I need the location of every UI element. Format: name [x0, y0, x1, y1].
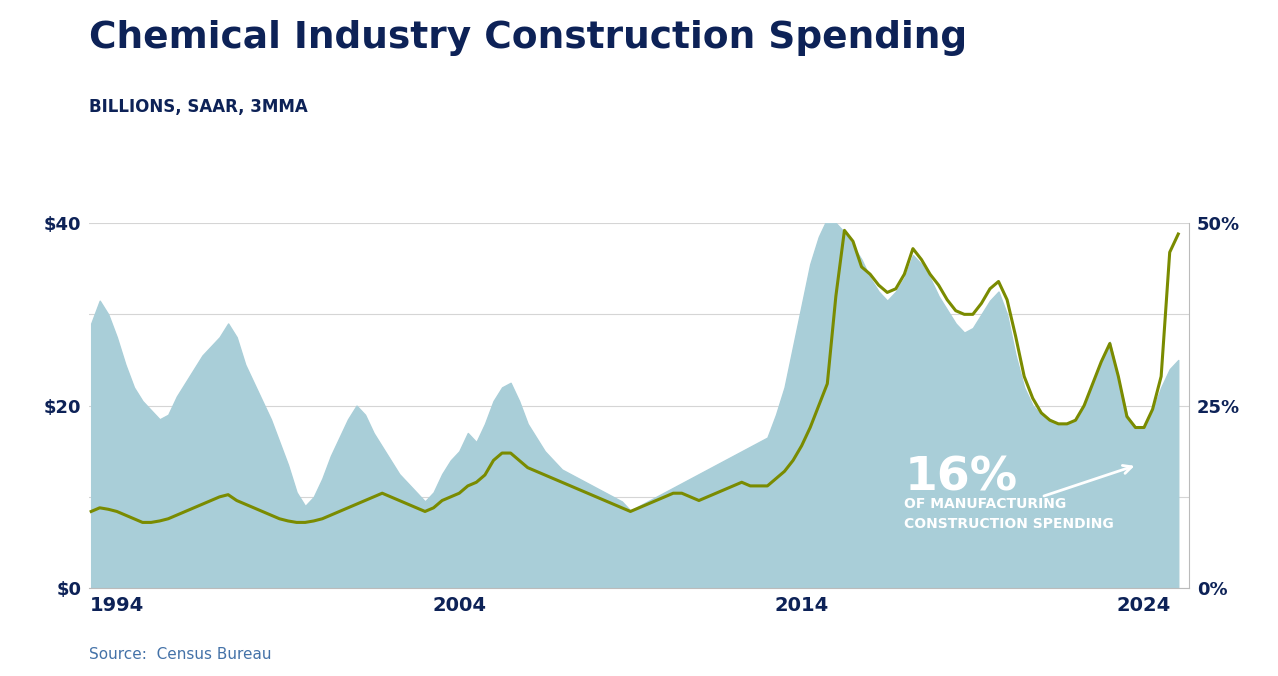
Text: Source:  Census Bureau: Source: Census Bureau	[89, 648, 272, 662]
Text: Chemical Industry Construction Spending: Chemical Industry Construction Spending	[89, 20, 967, 56]
Text: OF MANUFACTURING
CONSTRUCTION SPENDING: OF MANUFACTURING CONSTRUCTION SPENDING	[905, 497, 1114, 531]
Text: BILLIONS, SAAR, 3MMA: BILLIONS, SAAR, 3MMA	[89, 98, 308, 116]
Text: 16%: 16%	[905, 456, 1017, 501]
